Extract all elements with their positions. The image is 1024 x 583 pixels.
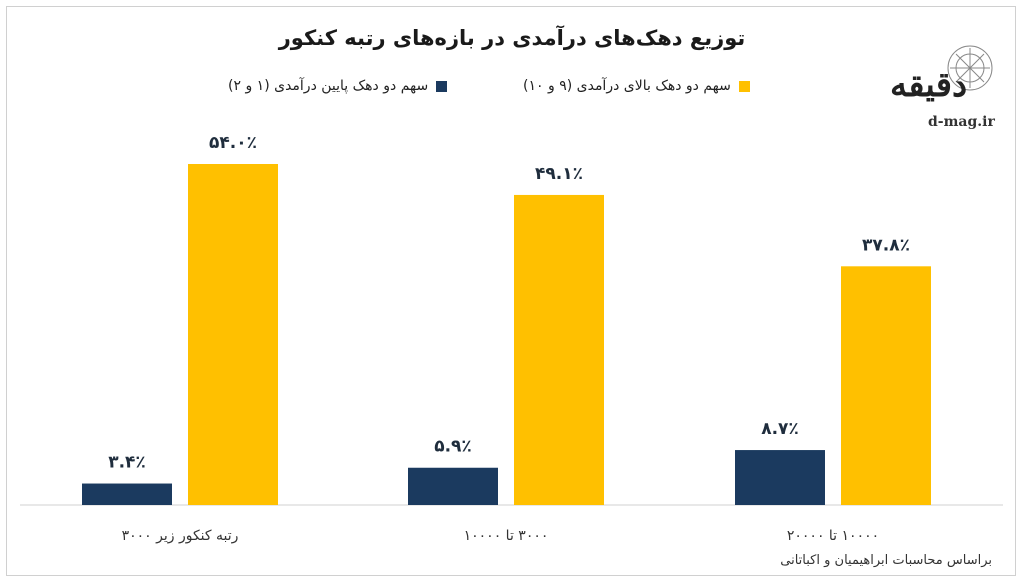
legend-item-high-deciles: سهم دو دهک بالای درآمدی (۹ و ۱۰): [523, 78, 750, 94]
logo-wordmark: دقیقه: [890, 65, 967, 105]
bar-high-0: [188, 164, 278, 505]
data-label-low-0: ۳.۴٪: [108, 453, 146, 473]
source-note: براساس محاسبات ابراهیمیان و اکباتانی: [780, 553, 992, 568]
bar-high-2: [841, 266, 931, 505]
site-url: d-mag.ir: [928, 114, 995, 130]
category-label-0: رتبه کنکور زیر ۳۰۰۰: [122, 528, 239, 544]
bar-high-1: [514, 194, 604, 505]
d-mag-logo-icon: دقیقه: [890, 45, 993, 105]
data-label-high-1: ۴۹.۱٪: [535, 164, 583, 184]
bar-low-0: [82, 483, 172, 505]
bar-low-2: [735, 450, 825, 505]
legend-swatch-high: [738, 80, 750, 92]
data-label-low-2: ۸.۷٪: [761, 419, 799, 439]
chart-title: توزیع دهک‌های درآمدی در بازه‌های رتبه کن…: [278, 26, 746, 50]
legend-label-high: سهم دو دهک بالای درآمدی (۹ و ۱۰): [523, 78, 731, 94]
legend-swatch-low: [436, 80, 448, 92]
legend-item-low-deciles: سهم دو دهک پایین درآمدی (۱ و ۲): [228, 78, 448, 94]
category-label-1: ۳۰۰۰ تا ۱۰۰۰۰: [464, 528, 549, 544]
data-label-low-1: ۵.۹٪: [434, 437, 472, 457]
legend-label-low: سهم دو دهک پایین درآمدی (۱ و ۲): [228, 78, 429, 94]
data-label-high-0: ۵۴.۰٪: [209, 133, 257, 153]
data-label-high-2: ۳۷.۸٪: [862, 235, 910, 255]
category-label-2: ۱۰۰۰۰ تا ۲۰۰۰۰: [787, 528, 879, 544]
bar-low-1: [408, 467, 498, 505]
